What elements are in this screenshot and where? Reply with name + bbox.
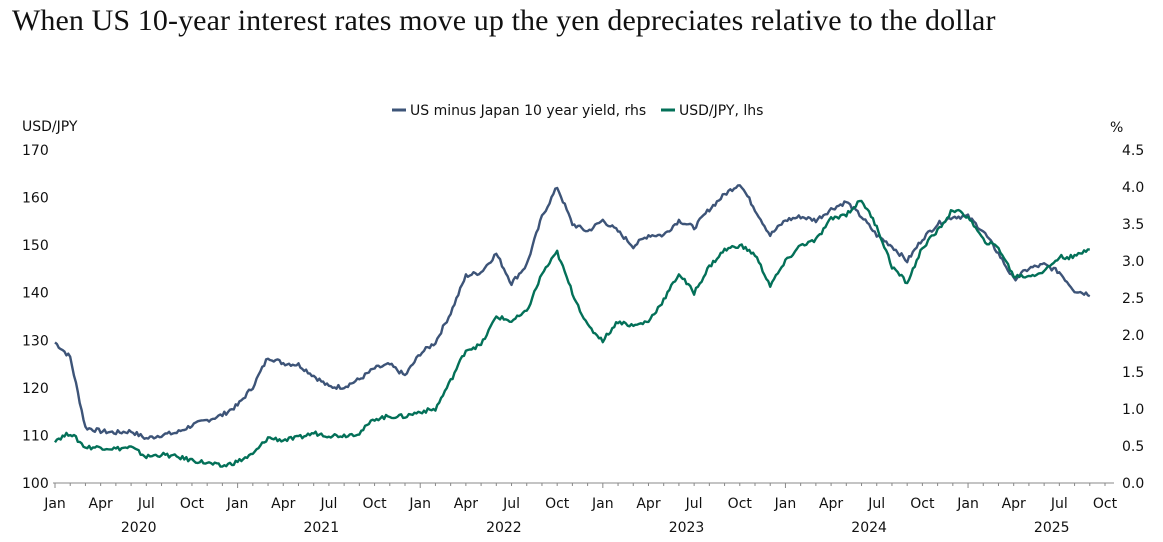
x-month-label: Jul xyxy=(502,496,520,512)
right-tick-label: 4.5 xyxy=(1122,143,1144,159)
x-month-label: Jul xyxy=(867,496,885,512)
right-tick-label: 2.5 xyxy=(1122,291,1144,307)
series-line-yield-spread xyxy=(54,184,1091,440)
x-month-label: Oct xyxy=(1093,496,1118,512)
right-tick-label: 1.0 xyxy=(1122,402,1144,418)
right-axis-title: % xyxy=(1110,120,1123,136)
right-tick-label: 1.5 xyxy=(1122,365,1144,381)
x-month-label: Apr xyxy=(454,496,478,512)
legend: US minus Japan 10 year yield, rhs USD/JP… xyxy=(392,103,763,119)
right-tick-label: 3.5 xyxy=(1122,217,1144,233)
x-month-label: Oct xyxy=(545,496,570,512)
left-tick-label: 170 xyxy=(22,143,49,159)
left-tick-label: 120 xyxy=(22,381,49,397)
left-tick-label: 130 xyxy=(22,333,49,349)
x-month-label: Jul xyxy=(137,496,155,512)
x-axis: Jan Apr Jul Oct Jan Apr Jul Oct Jan Apr Jul Oct Jan A… xyxy=(43,482,1118,536)
left-tick-label: 140 xyxy=(22,286,49,302)
right-axis-ticks: 0.0 0.5 1.0 1.5 2.0 2.5 3.0 3.5 4.0 4.5 xyxy=(1122,143,1144,492)
left-tick-label: 150 xyxy=(22,238,49,254)
right-tick-label: 4.0 xyxy=(1122,180,1144,196)
x-month-label: Apr xyxy=(271,496,295,512)
x-month-label: Jan xyxy=(43,496,66,512)
x-year-label: 2024 xyxy=(851,520,887,536)
x-month-label: Apr xyxy=(636,496,660,512)
x-month-label: Jan xyxy=(774,496,797,512)
left-tick-label: 160 xyxy=(22,191,49,207)
x-year-label: 2021 xyxy=(303,520,339,536)
x-month-label: Jan xyxy=(408,496,431,512)
left-tick-label: 100 xyxy=(22,476,49,492)
x-year-label: 2025 xyxy=(1034,520,1070,536)
legend-label-usdjpy: USD/JPY, lhs xyxy=(679,103,763,119)
right-tick-label: 2.0 xyxy=(1122,328,1144,344)
x-month-label: Jan xyxy=(226,496,249,512)
series-layer xyxy=(54,184,1091,468)
left-tick-label: 110 xyxy=(22,428,49,444)
series-line-usdjpy xyxy=(54,199,1090,468)
x-year-label: 2022 xyxy=(486,520,522,536)
x-month-label: Oct xyxy=(910,496,935,512)
x-year-label: 2023 xyxy=(669,520,705,536)
right-tick-label: 0.0 xyxy=(1122,476,1144,492)
x-year-label: 2020 xyxy=(121,520,157,536)
right-tick-label: 3.0 xyxy=(1122,254,1144,270)
x-month-label: Oct xyxy=(180,496,205,512)
left-axis-title: USD/JPY xyxy=(22,119,78,135)
right-tick-label: 0.5 xyxy=(1122,439,1144,455)
x-month-label: Apr xyxy=(89,496,113,512)
x-month-label: Oct xyxy=(362,496,387,512)
x-month-label: Oct xyxy=(728,496,753,512)
x-month-label: Jan xyxy=(591,496,614,512)
x-month-label: Jan xyxy=(956,496,979,512)
x-month-label: Jul xyxy=(319,496,337,512)
x-month-label: Apr xyxy=(819,496,843,512)
chart-title: When US 10-year interest rates move up t… xyxy=(12,4,996,37)
x-month-label: Apr xyxy=(1002,496,1026,512)
legend-label-yield-spread: US minus Japan 10 year yield, rhs xyxy=(410,103,646,119)
x-month-label: Jul xyxy=(685,496,703,512)
x-month-label: Jul xyxy=(1050,496,1068,512)
left-axis-ticks: 100 110 120 130 140 150 160 170 xyxy=(22,143,49,492)
